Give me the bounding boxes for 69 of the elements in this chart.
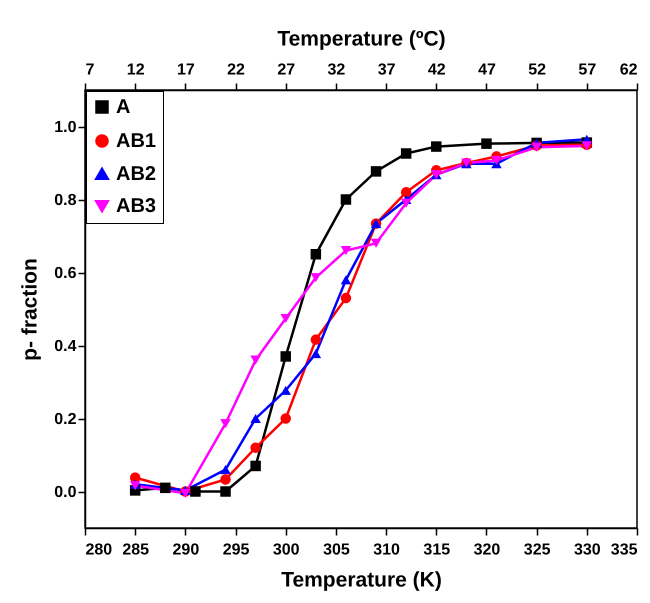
x2-tick-label: 12 <box>126 62 145 78</box>
x2-tick-label: 22 <box>227 62 246 78</box>
point <box>280 413 291 424</box>
point <box>220 486 231 497</box>
point <box>370 166 382 177</box>
legend-label: AB2 <box>116 163 156 185</box>
x2-tick-label: 32 <box>328 62 346 78</box>
y-tick-label: 0.2 <box>54 411 77 428</box>
x-tick-label: 290 <box>172 542 200 558</box>
x-tick-label: 315 <box>423 542 450 558</box>
point <box>340 246 352 256</box>
point <box>340 194 352 205</box>
point <box>250 460 261 472</box>
x-tick-label: 310 <box>373 542 400 558</box>
point <box>310 334 322 345</box>
x2-tick-label: 62 <box>620 62 638 78</box>
y-tick-label: 0.8 <box>54 192 77 209</box>
point <box>180 488 191 498</box>
point <box>280 351 291 362</box>
point <box>310 273 322 282</box>
point <box>220 474 231 485</box>
point <box>340 292 352 304</box>
point <box>310 348 322 358</box>
x-tick-label: 285 <box>122 542 150 558</box>
point <box>340 275 352 284</box>
point <box>220 419 231 428</box>
x2-tick-label: 47 <box>478 62 496 78</box>
x2-tick-label: 7 <box>86 62 94 78</box>
point <box>160 482 171 494</box>
point <box>280 314 291 324</box>
point <box>481 138 492 149</box>
point <box>531 142 542 152</box>
legend-label: AB1 <box>116 130 156 152</box>
point <box>190 486 201 497</box>
point <box>310 249 322 260</box>
point <box>370 238 382 248</box>
x2-tick-label: 57 <box>578 62 596 78</box>
x2-tick-label: 42 <box>428 62 446 78</box>
point <box>280 386 291 395</box>
y-axis-title: p- fraction <box>18 258 42 361</box>
y-tick-label: 0.0 <box>54 484 77 501</box>
point <box>250 414 261 424</box>
point <box>400 186 412 198</box>
x2-tick-label: 52 <box>528 62 546 78</box>
x-tick-label: 325 <box>524 542 551 558</box>
x-tick-label: 335 <box>610 542 638 558</box>
x2-tick-label: 37 <box>378 62 396 78</box>
x2-axis-title: Temperature (ºC) <box>277 28 446 50</box>
x-tick-label: 330 <box>574 542 601 558</box>
point <box>491 156 502 165</box>
legend-label: A <box>116 96 130 118</box>
x-tick-label: 295 <box>222 542 250 558</box>
point <box>250 356 261 365</box>
legend-label: AB3 <box>116 195 156 217</box>
y-tick-label: 1.0 <box>54 119 77 136</box>
x-tick-label: 280 <box>86 542 112 558</box>
x-axis-title: Temperature (K) <box>281 568 442 592</box>
x-tick-label: 300 <box>272 542 300 558</box>
x2-tick-label: 27 <box>277 62 296 78</box>
point <box>220 465 231 474</box>
point <box>431 141 442 152</box>
point <box>250 442 261 453</box>
y-tick-label: 0.6 <box>54 265 77 282</box>
x2-tick-label: 17 <box>176 62 195 78</box>
x-tick-label: 305 <box>323 542 350 558</box>
point <box>400 198 412 208</box>
y-tick-label: 0.4 <box>54 338 77 355</box>
point <box>400 148 412 159</box>
x-tick-label: 320 <box>474 542 500 558</box>
